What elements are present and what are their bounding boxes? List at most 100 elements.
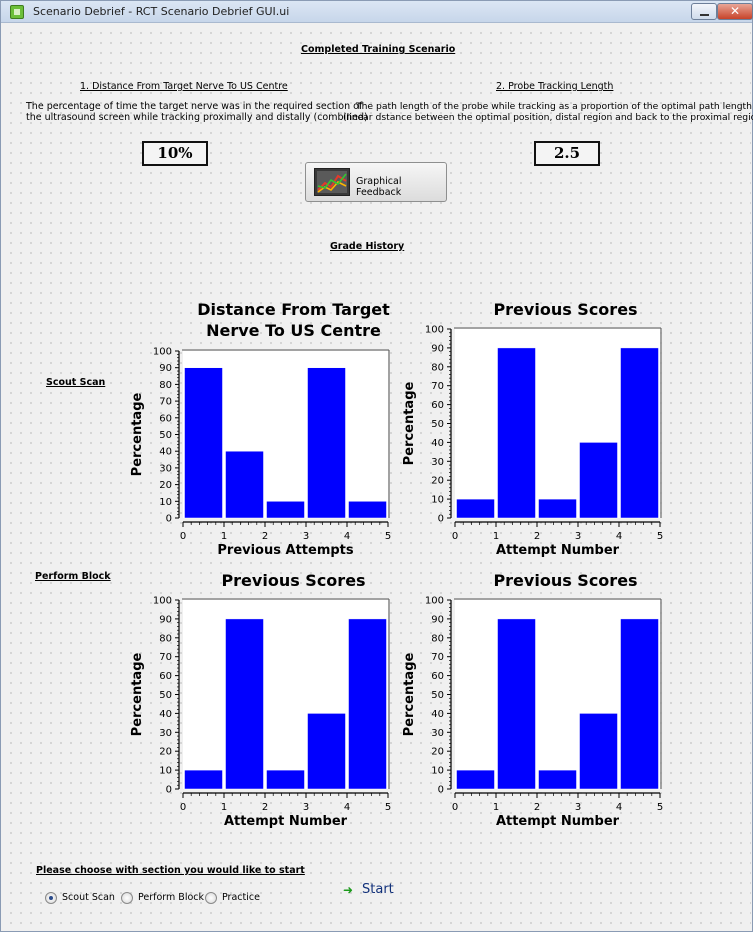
y-tick-label: 40 (159, 447, 172, 458)
x-tick-label: 5 (657, 802, 663, 813)
y-tick-label: 10 (431, 766, 444, 777)
bar (307, 367, 346, 519)
y-tick-label: 100 (153, 596, 172, 607)
y-tick-label: 0 (438, 785, 444, 796)
title-bar: Scenario Debrief - RCT Scenario Debrief … (1, 1, 753, 23)
y-tick-label: 50 (159, 430, 172, 441)
metric1-value: 10% (142, 141, 208, 166)
page-title: Completed Training Scenario (301, 44, 456, 55)
y-tick-label: 30 (159, 728, 172, 739)
radio-scout-scan-label: Scout Scan (62, 892, 115, 903)
metric2-value: 2.5 (534, 141, 600, 166)
y-tick-label: 70 (431, 381, 444, 392)
x-tick-label: 0 (452, 802, 458, 813)
bar (620, 618, 659, 790)
app-icon (10, 5, 24, 19)
chart-title: Previous Scores (493, 571, 637, 590)
line-chart-icon (314, 168, 350, 196)
x-tick-label: 2 (262, 531, 268, 542)
y-tick-label: 30 (431, 728, 444, 739)
chart-title: Distance From Target (197, 300, 390, 319)
y-tick-label: 90 (159, 614, 172, 625)
radio-scout-scan-dot[interactable] (45, 892, 57, 904)
x-axis-label: Attempt Number (224, 814, 348, 829)
x-axis-label: Attempt Number (496, 814, 620, 829)
y-tick-label: 100 (425, 325, 444, 336)
row-label-perform-block: Perform Block (35, 571, 111, 582)
grade-history-title: Grade History (330, 241, 405, 252)
y-tick-label: 90 (431, 343, 444, 354)
y-tick-label: 80 (159, 633, 172, 644)
bar (497, 347, 536, 519)
y-tick-label: 20 (159, 480, 172, 491)
x-tick-label: 3 (303, 802, 309, 813)
chart-previous-scores-3: Previous Scores 0 10 20 30 40 50 60 70 80 90 100 0 1 2… (402, 571, 663, 829)
x-tick-label: 3 (303, 531, 309, 542)
start-button[interactable]: ➜ Start (339, 879, 401, 901)
close-button[interactable]: ✕ (717, 3, 753, 20)
start-label: Start (362, 882, 394, 897)
y-tick-label: 0 (438, 514, 444, 525)
x-tick-label: 0 (180, 531, 186, 542)
bar (184, 769, 223, 790)
radio-practice-dot[interactable] (205, 892, 217, 904)
bar (266, 501, 305, 519)
x-tick-label: 4 (616, 531, 622, 542)
chart-distance-from-target: Distance From Target Nerve To US Centre 0 1… (130, 300, 391, 558)
metric2-description-2: (linear dstance between the optimal posi… (343, 112, 753, 123)
y-tick-label: 60 (159, 413, 172, 424)
x-tick-label: 4 (344, 531, 350, 542)
x-tick-label: 2 (534, 802, 540, 813)
y-tick-label: 40 (431, 438, 444, 449)
x-tick-label: 5 (385, 802, 391, 813)
bar (620, 347, 659, 519)
y-tick-label: 80 (159, 380, 172, 391)
close-icon: ✕ (729, 4, 741, 18)
chart-previous-scores-1: Previous Scores 0 10 20 30 40 50 60 70 80 90 100 0 1 2… (402, 300, 663, 558)
y-axis-label: Percentage (402, 653, 417, 737)
x-tick-label: 1 (221, 802, 227, 813)
y-tick-label: 90 (159, 363, 172, 374)
y-axis-label: Percentage (130, 393, 145, 477)
y-tick-label: 100 (153, 347, 172, 358)
metric1-description-1: The percentage of time the target nerve … (26, 101, 363, 112)
green-arrow-icon: ➜ (343, 883, 354, 897)
bar (307, 713, 346, 790)
y-tick-label: 50 (431, 690, 444, 701)
y-tick-label: 40 (431, 709, 444, 720)
x-tick-label: 0 (452, 531, 458, 542)
x-tick-label: 3 (575, 802, 581, 813)
y-tick-label: 20 (159, 747, 172, 758)
x-tick-label: 5 (385, 531, 391, 542)
bar (579, 713, 618, 790)
x-tick-label: 1 (493, 802, 499, 813)
x-axis-label: Attempt Number (496, 543, 620, 558)
y-tick-label: 70 (159, 652, 172, 663)
minimize-button[interactable] (691, 3, 717, 20)
y-tick-label: 50 (159, 690, 172, 701)
metric2-heading: 2. Probe Tracking Length (496, 81, 614, 92)
y-tick-label: 80 (431, 633, 444, 644)
y-tick-label: 70 (159, 397, 172, 408)
y-tick-label: 100 (425, 596, 444, 607)
start-section-prompt: Please choose with section you would lik… (36, 865, 305, 876)
graphical-feedback-button[interactable]: Graphical Feedback (305, 162, 447, 202)
y-tick-label: 30 (159, 463, 172, 474)
window-title: Scenario Debrief - RCT Scenario Debrief … (33, 5, 290, 18)
y-tick-label: 50 (431, 419, 444, 430)
y-tick-label: 20 (431, 747, 444, 758)
graphical-feedback-label: Graphical Feedback (356, 176, 402, 198)
bar (456, 498, 495, 519)
y-tick-label: 10 (431, 495, 444, 506)
bar (538, 498, 577, 519)
y-axis-label: Percentage (130, 653, 145, 737)
x-tick-label: 4 (616, 802, 622, 813)
radio-perform-block-dot[interactable] (121, 892, 133, 904)
bar (184, 367, 223, 519)
bar (538, 769, 577, 790)
bar (225, 450, 264, 519)
x-tick-label: 2 (534, 531, 540, 542)
y-tick-label: 0 (166, 785, 172, 796)
y-tick-label: 60 (431, 400, 444, 411)
